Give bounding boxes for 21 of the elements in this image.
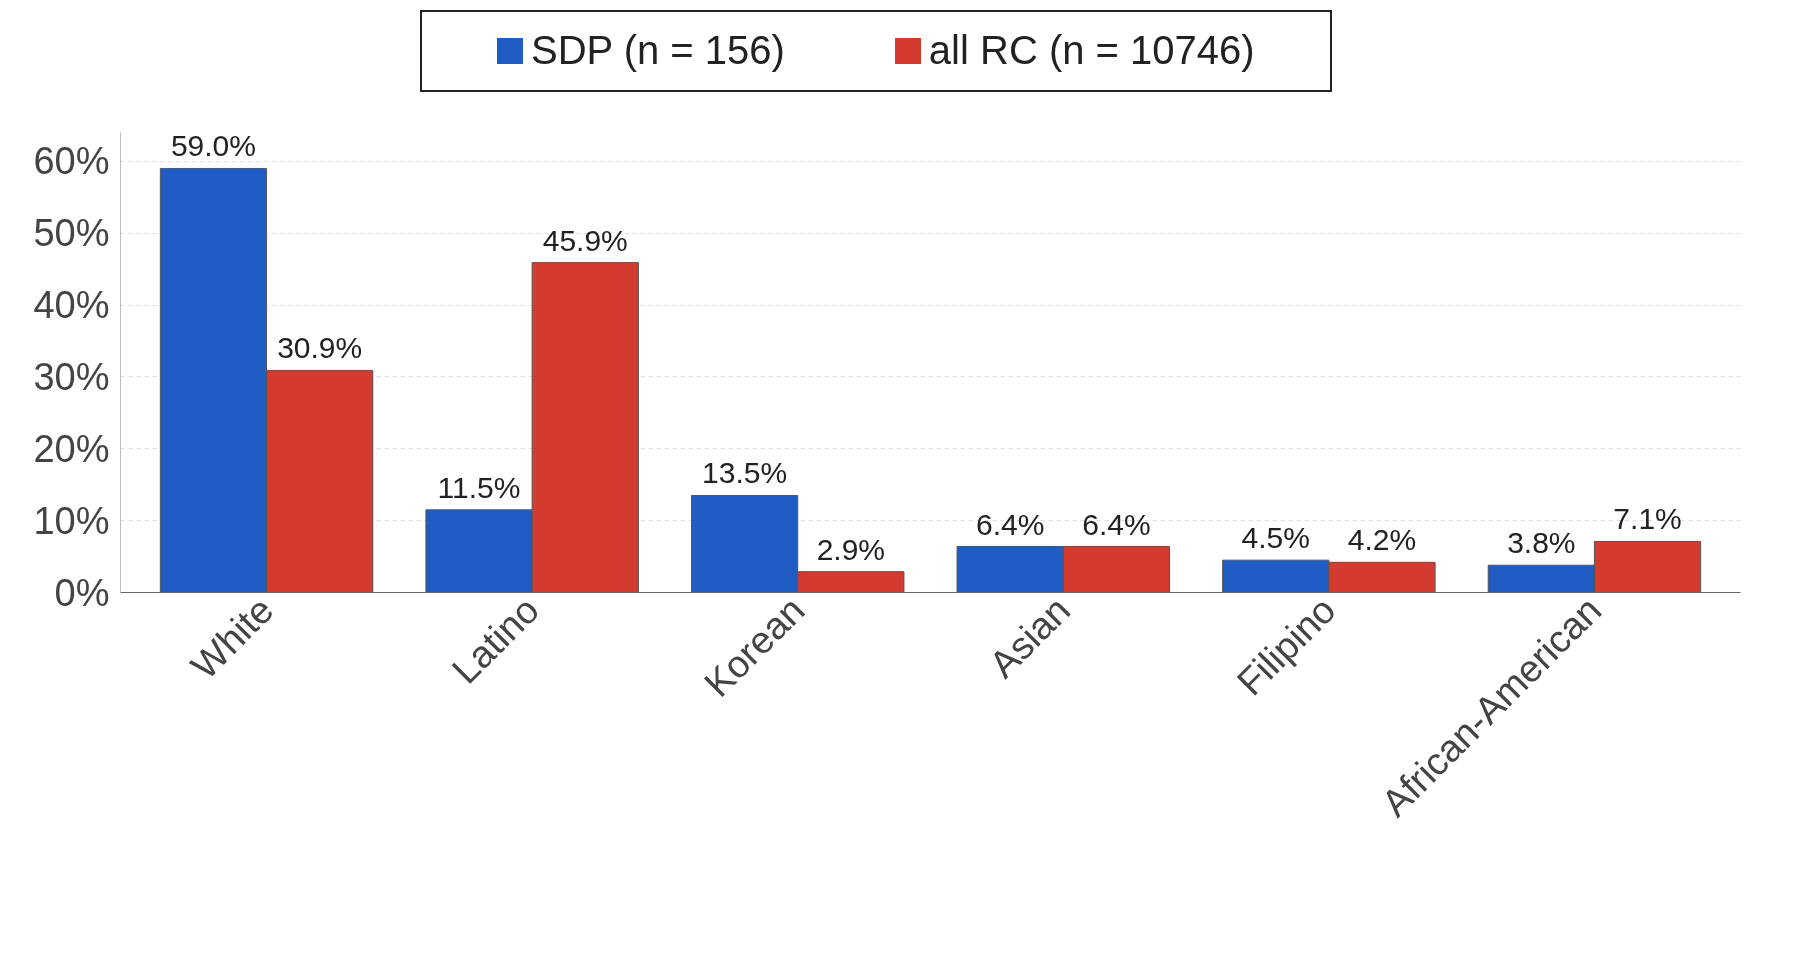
y-tick-label: 10% — [33, 499, 110, 542]
data-label: 2.9% — [816, 532, 886, 566]
y-tick-label: 60% — [33, 139, 110, 182]
y-tick-label: 40% — [33, 283, 110, 326]
y-tick-label: 0% — [54, 571, 110, 614]
y-tick-label: 30% — [33, 355, 110, 398]
y-tick-label: 20% — [33, 427, 110, 470]
y-tick-label: 50% — [33, 211, 110, 254]
data-label: 4.2% — [1347, 522, 1417, 556]
data-label: 45.9% — [542, 223, 628, 257]
data-label: 6.4% — [975, 507, 1045, 541]
data-label: 13.5% — [702, 456, 788, 490]
legend-label: SDP (n = 156) — [531, 27, 785, 75]
legend-label: all RC (n = 10746) — [928, 27, 1255, 75]
data-label: 30.9% — [277, 330, 363, 364]
data-label: 3.8% — [1507, 525, 1576, 559]
data-label: 4.5% — [1241, 520, 1310, 554]
data-label: 59.0% — [170, 129, 256, 163]
data-label: 7.1% — [1613, 502, 1682, 536]
data-label: 11.5% — [437, 470, 521, 504]
data-label: 6.4% — [1082, 507, 1151, 541]
